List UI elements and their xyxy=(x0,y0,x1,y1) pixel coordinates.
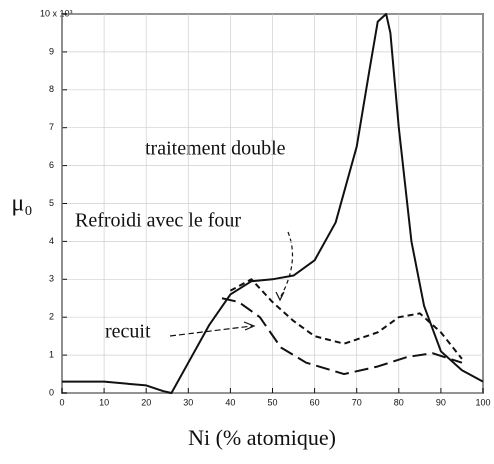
line xyxy=(221,297,463,376)
y-tick-label: 5 xyxy=(49,198,54,208)
line xyxy=(229,278,463,360)
x-tick-label: 70 xyxy=(352,397,362,407)
annotation: Refroidi avec le four xyxy=(75,210,241,232)
y-axis-label: μ₀ xyxy=(11,191,32,217)
y-tick-label: 3 xyxy=(49,274,54,284)
x-tick-label: 10 xyxy=(99,397,109,407)
arrow xyxy=(169,325,253,337)
y-tick-label: 8 xyxy=(49,84,54,94)
annotation: traitement double xyxy=(145,138,286,160)
y-tick-label: 2 xyxy=(49,312,54,322)
annotation: recuit xyxy=(105,321,151,343)
x-tick-label: 100 xyxy=(475,397,490,407)
y-tick-label: 9 xyxy=(49,46,54,56)
x-tick-label: 50 xyxy=(267,397,277,407)
y-tick-label: 4 xyxy=(49,236,54,246)
x-tick-label: 40 xyxy=(225,397,235,407)
x-axis-label: Ni (% atomique) xyxy=(188,425,336,450)
arrowhead xyxy=(275,291,285,302)
y-tick-label: 10 x 10³ xyxy=(40,8,73,18)
arrowhead xyxy=(243,321,256,331)
x-tick-label: 20 xyxy=(141,397,151,407)
x-tick-label: 30 xyxy=(183,397,193,407)
arrow xyxy=(279,231,294,299)
x-tick-label: 0 xyxy=(59,397,64,407)
y-tick-label: 6 xyxy=(49,160,54,170)
x-tick-label: 80 xyxy=(394,397,404,407)
x-tick-label: 60 xyxy=(310,397,320,407)
y-tick-label: 1 xyxy=(49,349,54,359)
y-tick-label: 7 xyxy=(49,122,54,132)
x-tick-label: 90 xyxy=(436,397,446,407)
line xyxy=(62,13,484,394)
y-tick-label: 0 xyxy=(49,387,54,397)
